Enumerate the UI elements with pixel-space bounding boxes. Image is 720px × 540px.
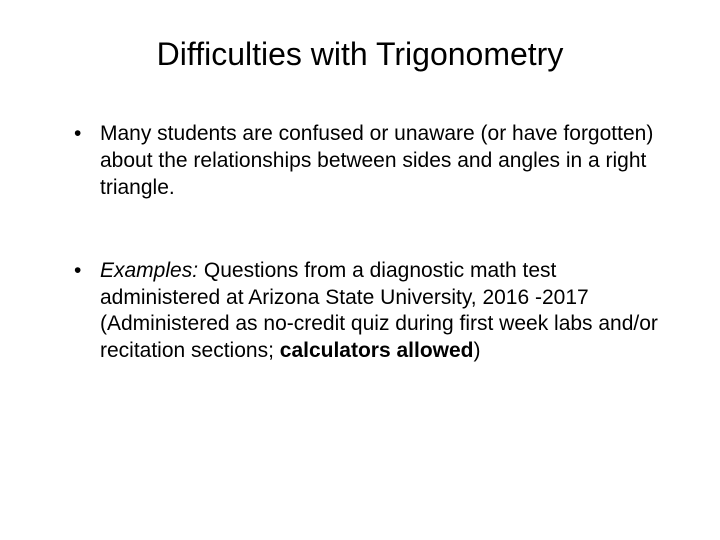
slide-title: Difficulties with Trigonometry	[48, 36, 672, 73]
bullet-prefix-italic: Examples:	[100, 259, 198, 282]
bullet-list: Many students are confused or unaware (o…	[48, 121, 672, 365]
bullet-item: Many students are confused or unaware (o…	[48, 121, 672, 202]
bullet-bold: calculators allowed	[280, 339, 474, 362]
bullet-text: Many students are confused or unaware (o…	[100, 122, 653, 199]
bullet-suffix: )	[474, 339, 481, 362]
bullet-item: Examples: Questions from a diagnostic ma…	[48, 258, 672, 366]
